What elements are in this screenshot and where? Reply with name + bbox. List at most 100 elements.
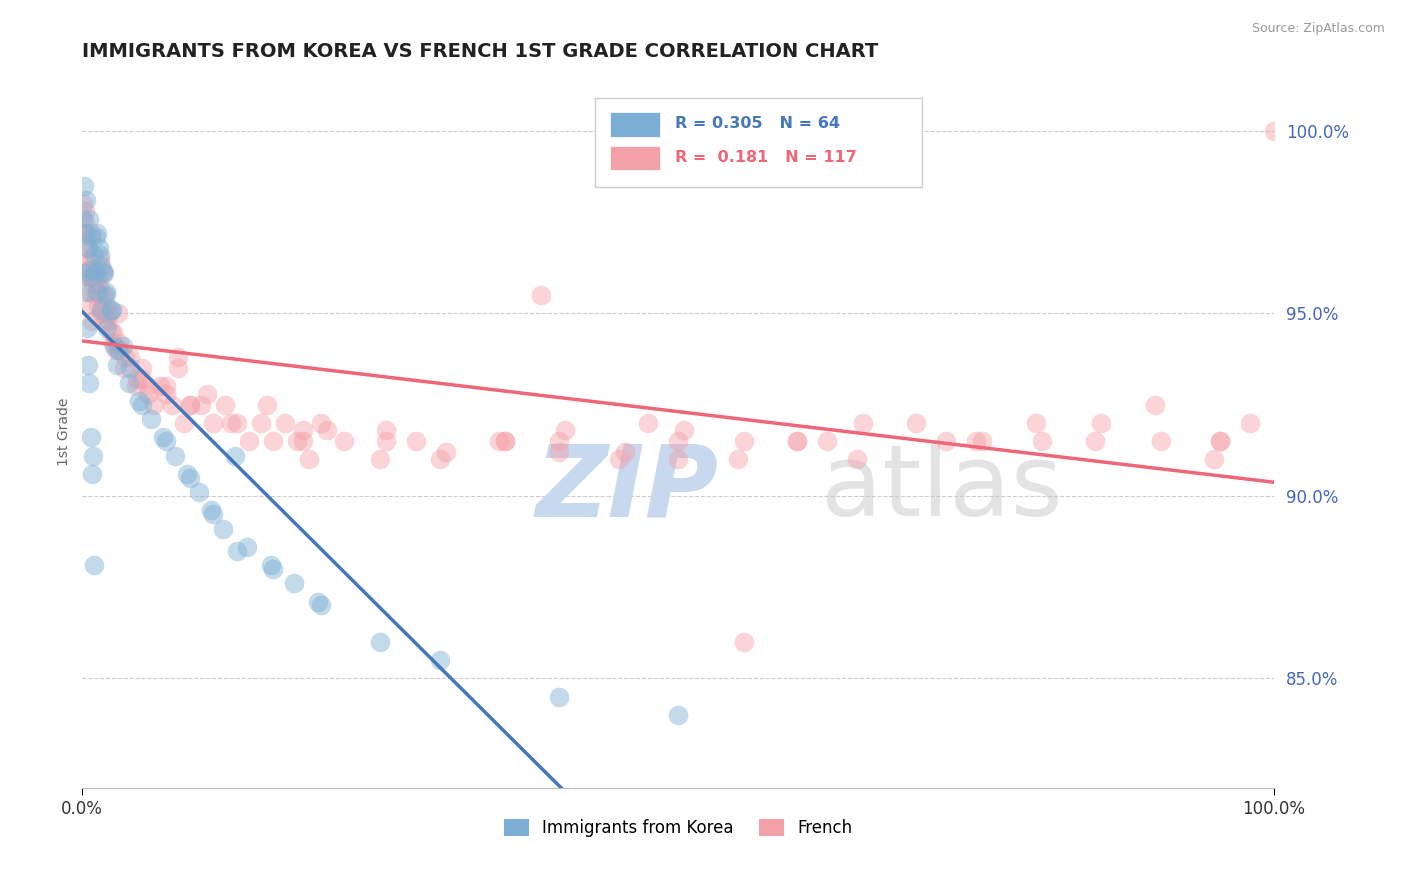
Point	[494, 434, 516, 449]
Point	[188, 485, 211, 500]
Point	[548, 690, 571, 704]
Point	[733, 635, 755, 649]
Point	[160, 398, 183, 412]
Point	[291, 423, 314, 437]
Point	[309, 599, 332, 613]
Point	[1209, 434, 1232, 449]
Point	[1150, 434, 1173, 449]
Point	[101, 302, 124, 317]
Point	[118, 350, 141, 364]
Point	[125, 379, 148, 393]
Point	[83, 262, 105, 277]
Point	[727, 452, 749, 467]
Point	[93, 266, 115, 280]
Point	[333, 434, 356, 449]
Point	[262, 434, 284, 449]
Point	[152, 430, 174, 444]
Point	[89, 252, 111, 266]
Point	[75, 204, 97, 219]
Point	[131, 372, 153, 386]
Point	[79, 262, 101, 277]
Point	[79, 285, 101, 299]
Point	[82, 314, 104, 328]
Point	[107, 306, 129, 320]
Point	[94, 314, 117, 328]
Point	[165, 449, 187, 463]
Point	[101, 325, 124, 339]
Point	[82, 269, 104, 284]
Point	[368, 635, 391, 649]
Point	[197, 386, 219, 401]
Text: Source: ZipAtlas.com: Source: ZipAtlas.com	[1251, 22, 1385, 36]
Point	[90, 259, 112, 273]
Point	[607, 452, 630, 467]
Point	[80, 467, 103, 481]
Point	[84, 288, 107, 302]
FancyBboxPatch shape	[610, 112, 661, 136]
Point	[554, 423, 576, 437]
Point	[75, 226, 97, 240]
Point	[77, 211, 100, 226]
Point	[83, 269, 105, 284]
Point	[298, 452, 321, 467]
Point	[786, 434, 808, 449]
Point	[79, 430, 101, 444]
Point	[179, 470, 201, 484]
Point	[83, 266, 105, 280]
Point	[84, 229, 107, 244]
Point	[86, 226, 108, 240]
Point	[77, 241, 100, 255]
Point	[112, 361, 135, 376]
Point	[142, 398, 165, 412]
Point	[86, 269, 108, 284]
Point	[202, 416, 225, 430]
Point	[79, 226, 101, 240]
Point	[307, 595, 329, 609]
Point	[1239, 416, 1261, 430]
Point	[935, 434, 957, 449]
Point	[91, 262, 114, 277]
Point	[155, 386, 177, 401]
Point	[80, 299, 103, 313]
Point	[118, 361, 141, 376]
Point	[118, 376, 141, 390]
Point	[965, 434, 987, 449]
Point	[73, 266, 96, 280]
Point	[666, 434, 689, 449]
Point	[75, 234, 97, 248]
Point	[96, 321, 118, 335]
Point	[73, 178, 96, 193]
Point	[262, 562, 284, 576]
Point	[1090, 416, 1112, 430]
Text: ZIP: ZIP	[536, 441, 718, 538]
Point	[86, 277, 108, 292]
Point	[212, 522, 235, 536]
Point	[666, 707, 689, 722]
Point	[224, 449, 246, 463]
Point	[291, 434, 314, 449]
Point	[87, 277, 110, 292]
Point	[1025, 416, 1047, 430]
Point	[786, 434, 808, 449]
Point	[87, 241, 110, 255]
Point	[202, 507, 225, 521]
Point	[75, 194, 97, 208]
Point	[83, 248, 105, 262]
Point	[494, 434, 516, 449]
Point	[1204, 452, 1226, 467]
Point	[97, 306, 120, 320]
Point	[429, 653, 451, 667]
Point	[226, 543, 249, 558]
Point	[256, 398, 278, 412]
Point	[375, 434, 398, 449]
Legend: Immigrants from Korea, French: Immigrants from Korea, French	[498, 812, 859, 844]
Point	[488, 434, 510, 449]
Point	[76, 252, 98, 266]
Point	[90, 306, 112, 320]
Point	[110, 343, 132, 357]
Point	[429, 452, 451, 467]
Point	[77, 358, 100, 372]
Point	[434, 445, 457, 459]
Point	[80, 252, 103, 266]
Point	[905, 416, 928, 430]
